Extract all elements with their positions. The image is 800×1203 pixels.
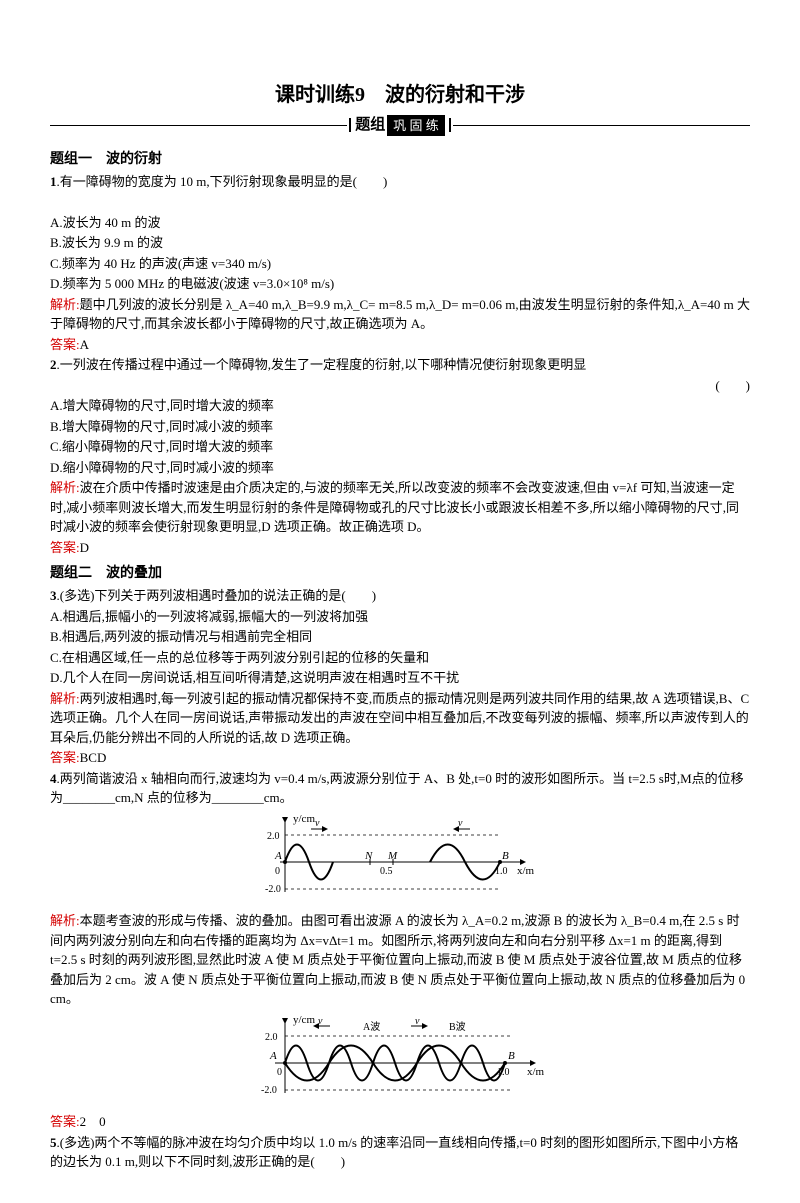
- q3-explain-text: 两列波相遇时,每一列波引起的振动情况都保持不变,而质点的振动情况则是两列波共同作…: [50, 691, 749, 745]
- q4-stem: 4.两列简谐波沿 x 轴相向而行,波速均为 v=0.4 m/s,两波源分别位于 …: [50, 769, 750, 808]
- q2-optB: B.增大障碍物的尺寸,同时减小波的频率: [50, 417, 750, 437]
- answer-label: 答案:: [50, 1114, 80, 1129]
- svg-text:v: v: [318, 1016, 323, 1027]
- rule-left: [50, 125, 347, 126]
- wave-figure-2: y/cm x/m 2.0 -2.0 0 1.0 A B A波 B波 v v: [255, 1013, 545, 1103]
- svg-text:B波: B波: [449, 1020, 466, 1033]
- svg-text:A: A: [274, 850, 282, 862]
- explain-label: 解析:: [50, 913, 80, 928]
- q3-optD: D.几个人在同一房间说话,相互间听得清楚,这说明声波在相遇时互不干扰: [50, 668, 750, 688]
- q4-figure-2: y/cm x/m 2.0 -2.0 0 1.0 A B A波 B波 v v: [50, 1013, 750, 1109]
- q3-answer-text: BCD: [80, 750, 107, 765]
- svg-text:0: 0: [277, 1067, 282, 1078]
- q1-stem-text: .有一障碍物的宽度为 10 m,下列衍射现象最明显的是( ): [57, 174, 388, 189]
- svg-text:v: v: [315, 818, 320, 829]
- answer-label: 答案:: [50, 540, 80, 555]
- q4-answer: 答案:2 0: [50, 1112, 750, 1132]
- q2-optA: A.增大障碍物的尺寸,同时增大波的频率: [50, 396, 750, 416]
- q3-stem: 3.(多选)下列关于两列波相遇时叠加的说法正确的是( ): [50, 586, 750, 606]
- q1-stem: 1.有一障碍物的宽度为 10 m,下列衍射现象最明显的是( ): [50, 172, 750, 192]
- q1-answer-text: A: [80, 337, 89, 352]
- answer-label: 答案:: [50, 337, 80, 352]
- rule-right: [453, 125, 750, 126]
- q4-stem-text: .两列简谐波沿 x 轴相向而行,波速均为 v=0.4 m/s,两波源分别位于 A…: [50, 771, 744, 806]
- q4-answer-text: 2 0: [80, 1114, 106, 1129]
- q3-optB: B.相遇后,两列波的振动情况与相遇前完全相同: [50, 627, 750, 647]
- q1-optC: C.频率为 40 Hz 的声波(声速 v=340 m/s): [50, 254, 750, 274]
- explain-label: 解析:: [50, 691, 80, 706]
- svg-text:N: N: [364, 850, 373, 862]
- svg-text:1.0: 1.0: [497, 1067, 510, 1078]
- svg-text:A: A: [269, 1050, 277, 1062]
- ylabel: y/cm: [293, 813, 315, 825]
- q2-stem-text: .一列波在传播过程中通过一个障碍物,发生了一定程度的衍射,以下哪种情况使衍射现象…: [57, 357, 587, 372]
- subtitle-badge: 巩 固 练: [387, 115, 445, 137]
- q1-explain: 解析:题中几列波的波长分别是 λ_A=40 m,λ_B=9.9 m,λ_C= m…: [50, 295, 750, 334]
- answer-label: 答案:: [50, 750, 80, 765]
- svg-text:0.5: 0.5: [380, 866, 393, 877]
- q5-stem-text: .(多选)两个不等幅的脉冲波在均匀介质中均以 1.0 m/s 的速率沿同一直线相…: [50, 1135, 738, 1170]
- q2-explain: 解析:波在介质中传播时波速是由介质决定的,与波的频率无关,所以改变波的频率不会改…: [50, 478, 750, 537]
- svg-text:x/m: x/m: [527, 1066, 545, 1078]
- explain-label: 解析:: [50, 480, 80, 495]
- q5-stem: 5.(多选)两个不等幅的脉冲波在均匀介质中均以 1.0 m/s 的速率沿同一直线…: [50, 1133, 750, 1172]
- section-2-head: 题组二 波的叠加: [50, 563, 750, 584]
- q3-answer: 答案:BCD: [50, 748, 750, 768]
- page-title: 课时训练9 波的衍射和干涉: [50, 80, 750, 110]
- q3-explain: 解析:两列波相遇时,每一列波引起的振动情况都保持不变,而质点的振动情况则是两列波…: [50, 689, 750, 748]
- svg-text:-2.0: -2.0: [261, 1085, 277, 1096]
- q2-answer: 答案:D: [50, 538, 750, 558]
- svg-text:1.0: 1.0: [495, 866, 508, 877]
- svg-text:A波: A波: [363, 1020, 380, 1033]
- subtitle-prefix: 题组: [355, 114, 385, 137]
- subtitle-row: 题组 巩 固 练: [50, 114, 750, 137]
- wave-figure-1: y/cm x/m 2.0 -2.0 0 0.5 1.0 A N M B v v: [265, 812, 535, 902]
- svg-text:v: v: [458, 818, 463, 829]
- q2-paren: ( ): [50, 376, 750, 396]
- q2-optC: C.缩小障碍物的尺寸,同时增大波的频率: [50, 437, 750, 457]
- svg-text:y/cm: y/cm: [293, 1014, 315, 1026]
- svg-text:-2.0: -2.0: [265, 884, 281, 895]
- svg-text:v: v: [415, 1016, 420, 1027]
- q4-explain-text: 本题考查波的形成与传播、波的叠加。由图可看出波源 A 的波长为 λ_A=0.2 …: [50, 913, 745, 1006]
- q2-optD: D.缩小障碍物的尺寸,同时减小波的频率: [50, 458, 750, 478]
- svg-text:B: B: [502, 850, 509, 862]
- explain-label: 解析:: [50, 297, 80, 312]
- q1-optA: A.波长为 40 m 的波: [50, 213, 750, 233]
- q2-stem: 2.一列波在传播过程中通过一个障碍物,发生了一定程度的衍射,以下哪种情况使衍射现…: [50, 355, 750, 375]
- svg-text:B: B: [508, 1050, 515, 1062]
- svg-text:2.0: 2.0: [267, 831, 280, 842]
- q4-explain: 解析:本题考查波的形成与传播、波的叠加。由图可看出波源 A 的波长为 λ_A=0…: [50, 911, 750, 1009]
- q3-optC: C.在相遇区域,任一点的总位移等于两列波分别引起的位移的矢量和: [50, 648, 750, 668]
- q3-stem-text: .(多选)下列关于两列波相遇时叠加的说法正确的是( ): [57, 588, 377, 603]
- q1-optD: D.频率为 5 000 MHz 的电磁波(波速 v=3.0×10⁸ m/s): [50, 274, 750, 294]
- q1-answer: 答案:A: [50, 335, 750, 355]
- q3-optA: A.相遇后,振幅小的一列波将减弱,振幅大的一列波将加强: [50, 607, 750, 627]
- svg-text:2.0: 2.0: [265, 1032, 278, 1043]
- xlabel: x/m: [517, 865, 535, 877]
- svg-text:0: 0: [275, 866, 280, 877]
- q1-optB: B.波长为 9.9 m 的波: [50, 233, 750, 253]
- q2-answer-text: D: [80, 540, 89, 555]
- q4-figure-1: y/cm x/m 2.0 -2.0 0 0.5 1.0 A N M B v v: [50, 812, 750, 908]
- section-1-head: 题组一 波的衍射: [50, 149, 750, 170]
- q2-explain-text: 波在介质中传播时波速是由介质决定的,与波的频率无关,所以改变波的频率不会改变波速…: [50, 480, 739, 534]
- q1-explain-text: 题中几列波的波长分别是 λ_A=40 m,λ_B=9.9 m,λ_C= m=8.…: [50, 297, 750, 332]
